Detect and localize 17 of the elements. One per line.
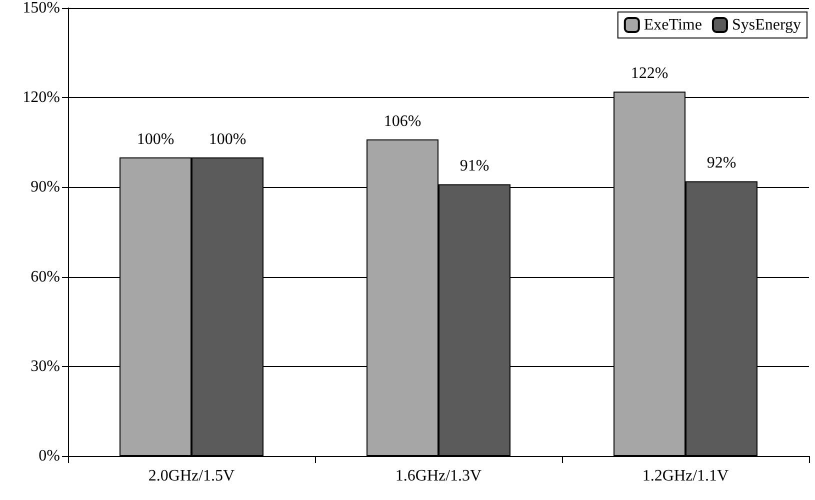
y-tick-label: 90% bbox=[30, 178, 60, 196]
y-tick-label: 0% bbox=[38, 448, 60, 464]
data-label: 92% bbox=[706, 154, 736, 172]
data-label: 100% bbox=[136, 130, 174, 148]
legend-label: SysEnergy bbox=[732, 16, 802, 34]
y-tick-label: 120% bbox=[22, 89, 60, 106]
y-tick-label: 30% bbox=[30, 358, 60, 375]
x-tick-label: 1.2GHz/1.1V bbox=[642, 468, 730, 484]
data-label: 100% bbox=[208, 130, 246, 148]
x-tick-label: 1.6GHz/1.3V bbox=[395, 468, 482, 484]
data-label: 106% bbox=[384, 112, 422, 130]
data-label: 122% bbox=[630, 65, 668, 82]
x-tick-label: 2.0GHz/1.5V bbox=[148, 468, 236, 484]
y-tick-label: 60% bbox=[30, 268, 60, 286]
data-label: 91% bbox=[460, 158, 490, 175]
legend-label: ExeTime bbox=[644, 16, 702, 34]
y-tick-label: 150% bbox=[22, 0, 60, 16]
